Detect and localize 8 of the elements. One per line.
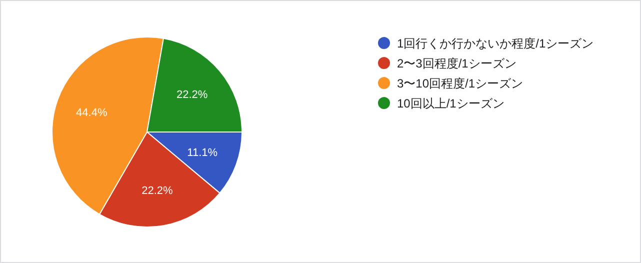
legend-label: 2〜3回程度/1シーズン	[397, 56, 516, 70]
legend-label: 10回以上/1シーズン	[397, 96, 504, 110]
data-label: 44.4%	[76, 106, 108, 119]
legend-label: 3〜10回程度/1シーズン	[397, 76, 524, 90]
data-label: 22.2%	[142, 185, 174, 198]
legend-label: 1回行くか行かないか程度/1シーズン	[397, 36, 594, 50]
data-label: 22.2%	[176, 89, 208, 102]
data-label: 11.1%	[187, 147, 218, 160]
